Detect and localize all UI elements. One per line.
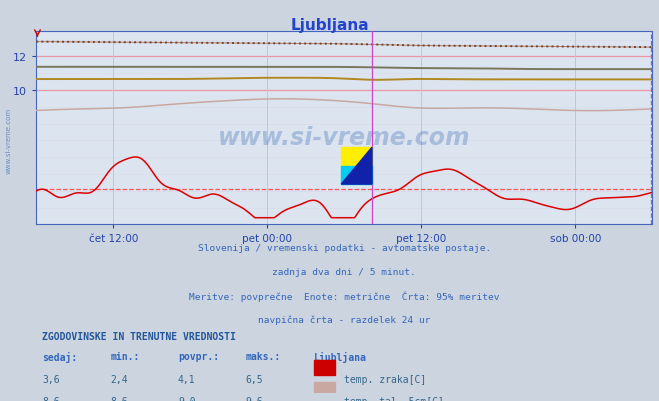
Text: povpr.:: povpr.:: [178, 351, 219, 361]
Text: 4,1: 4,1: [178, 374, 196, 384]
Text: 6,5: 6,5: [246, 374, 264, 384]
Text: sedaj:: sedaj:: [42, 351, 78, 363]
Text: navpična črta - razdelek 24 ur: navpična črta - razdelek 24 ur: [258, 315, 430, 324]
Text: temp. tal  5cm[C]: temp. tal 5cm[C]: [344, 396, 444, 401]
Text: Meritve: povprečne  Enote: metrične  Črta: 95% meritev: Meritve: povprečne Enote: metrične Črta:…: [189, 291, 500, 302]
Text: 2,4: 2,4: [110, 374, 128, 384]
Bar: [314, 382, 335, 398]
Text: Ljubljana: Ljubljana: [314, 351, 366, 363]
Text: min.:: min.:: [110, 351, 140, 361]
Text: 9,6: 9,6: [246, 396, 264, 401]
Text: temp. zraka[C]: temp. zraka[C]: [344, 374, 426, 384]
Text: 8,6: 8,6: [110, 396, 128, 401]
Text: ZGODOVINSKE IN TRENUTNE VREDNOSTI: ZGODOVINSKE IN TRENUTNE VREDNOSTI: [42, 331, 237, 341]
Text: zadnja dva dni / 5 minut.: zadnja dva dni / 5 minut.: [272, 267, 416, 276]
Polygon shape: [341, 148, 372, 184]
Text: Ljubljana: Ljubljana: [290, 18, 369, 33]
Bar: [341, 166, 372, 184]
Text: Slovenija / vremenski podatki - avtomatske postaje.: Slovenija / vremenski podatki - avtomats…: [198, 243, 491, 252]
Text: www.si-vreme.com: www.si-vreme.com: [5, 107, 11, 173]
Bar: [314, 360, 335, 375]
Text: 8,6: 8,6: [42, 396, 60, 401]
Text: 3,6: 3,6: [42, 374, 60, 384]
Text: 9,0: 9,0: [178, 396, 196, 401]
Bar: [341, 148, 372, 166]
Text: maks.:: maks.:: [246, 351, 281, 361]
Text: www.si-vreme.com: www.si-vreme.com: [218, 126, 471, 150]
